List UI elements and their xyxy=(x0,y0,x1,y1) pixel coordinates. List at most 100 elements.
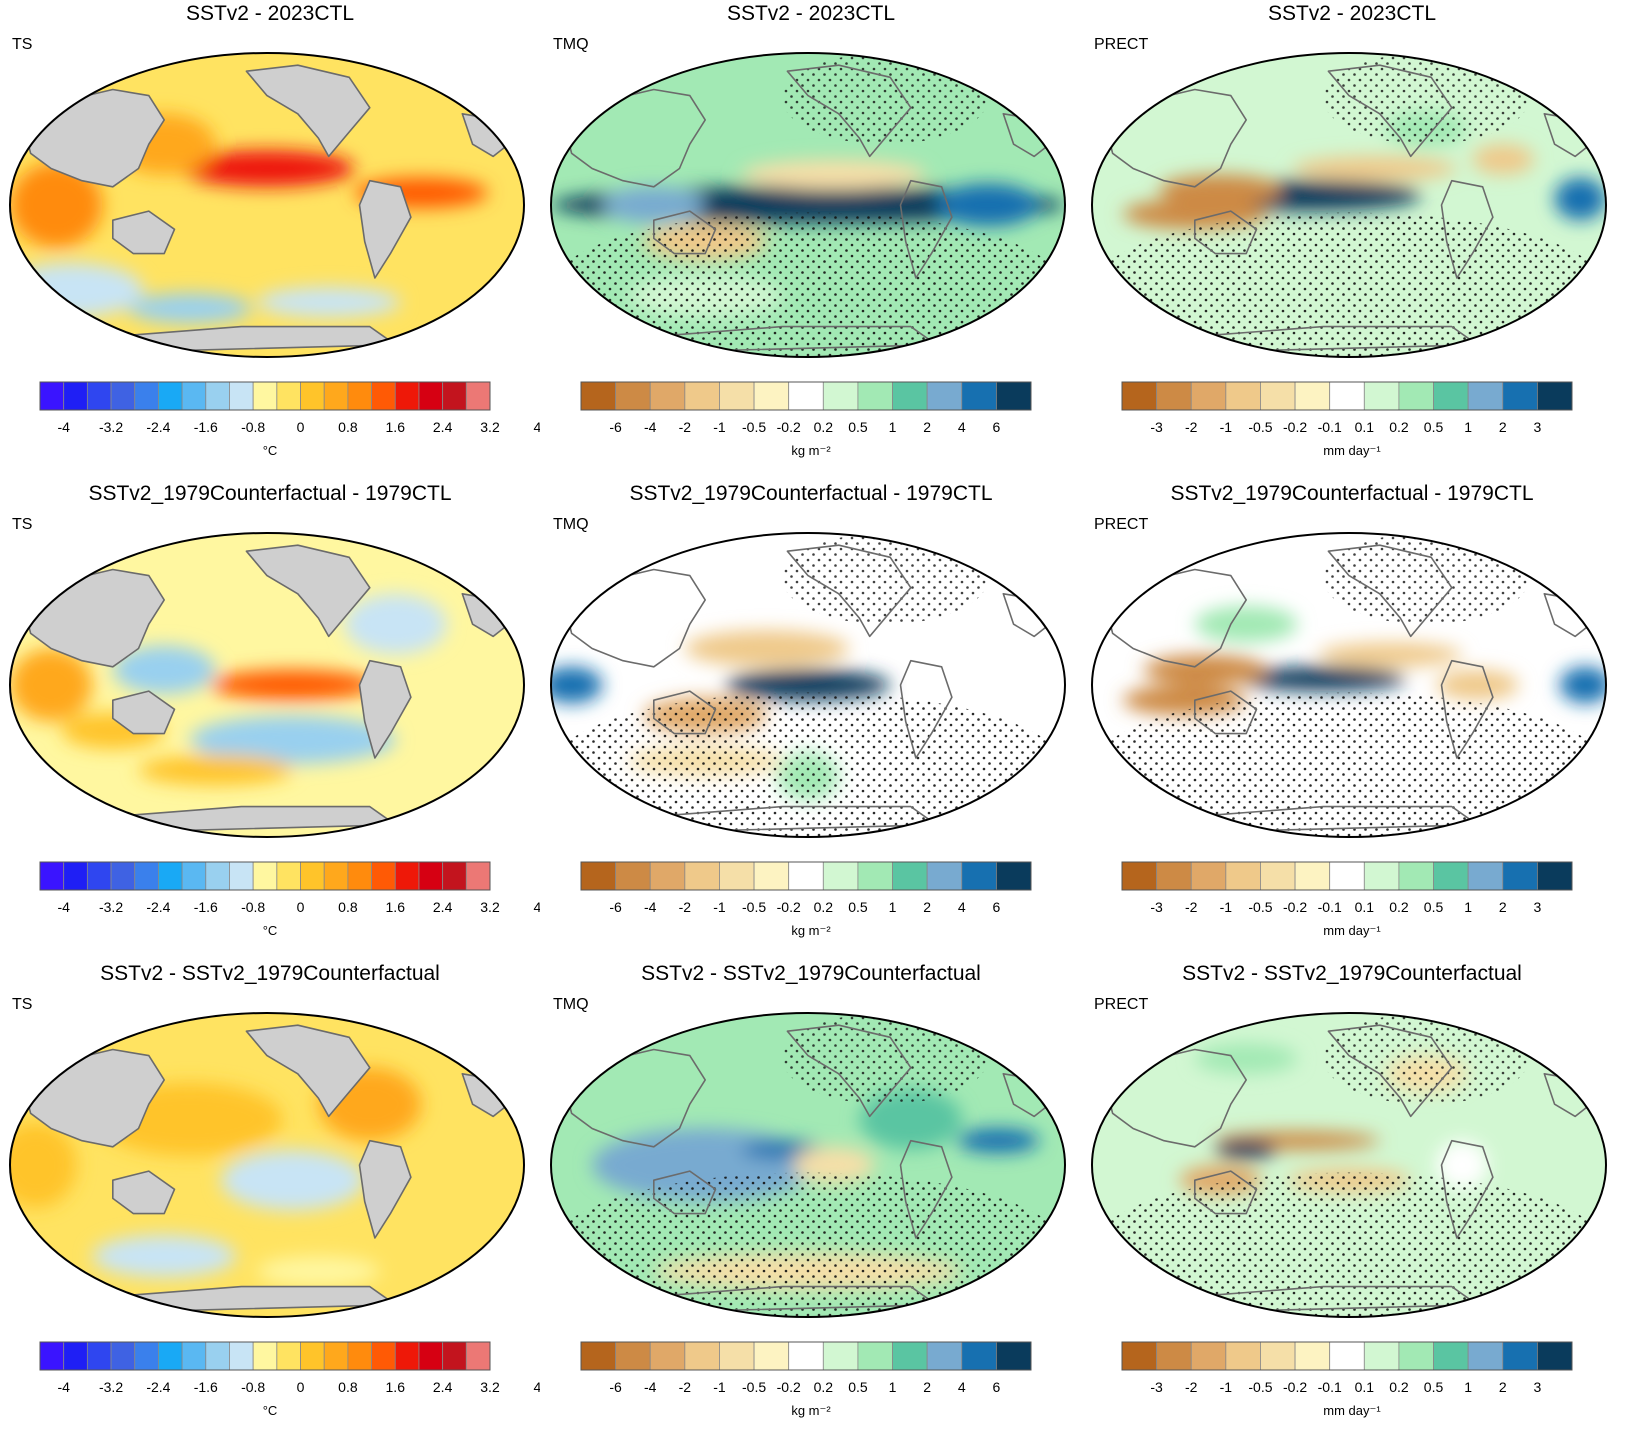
anomaly-blob xyxy=(957,1128,1040,1153)
colorbar-tick-label: -0.2 xyxy=(1283,1379,1307,1395)
map-svg: -6 -4 -2 -1 -0.5 -0.2 0.2 0.5 1 2 4 6 xyxy=(550,1012,1066,1395)
colorbar-tick-label: 1.6 xyxy=(386,419,406,435)
colorbar-swatch xyxy=(205,381,230,411)
anomaly-blob xyxy=(10,162,103,248)
colorbar-swatch xyxy=(788,1341,824,1371)
colorbar-swatch xyxy=(961,1341,997,1371)
colorbar-swatch xyxy=(63,861,88,891)
colorbar-swatch xyxy=(719,381,755,411)
colorbar-tick-label: -1 xyxy=(1220,1379,1233,1395)
colorbar-tick-label: -3.2 xyxy=(99,1379,123,1395)
colorbar-tick-label: 1 xyxy=(1464,1379,1472,1395)
colorbar-swatch xyxy=(371,381,396,411)
colorbar-tick-label: -3 xyxy=(1150,899,1163,915)
variable-label: TS xyxy=(12,516,33,533)
colorbar-swatch xyxy=(39,1341,65,1371)
colorbar-frame xyxy=(39,861,491,891)
map-svg: -6 -4 -2 -1 -0.5 -0.2 0.2 0.5 1 2 4 6 xyxy=(550,532,1066,915)
colorbar-swatch xyxy=(252,861,278,891)
colorbar-swatch xyxy=(1294,861,1331,891)
anomaly-blob xyxy=(189,715,396,765)
colorbar-tick-label: -0.5 xyxy=(742,419,766,435)
coastline xyxy=(1106,544,1592,832)
anomaly-blob xyxy=(10,262,144,318)
variable-label: TS xyxy=(12,36,33,53)
anomaly-blob xyxy=(179,150,355,187)
anomaly-blob xyxy=(1292,156,1457,181)
anomaly-blob xyxy=(1215,1140,1278,1159)
colorbar-tick-label: 0.5 xyxy=(1424,899,1444,915)
colorbar-unit-label: kg m⁻² xyxy=(791,443,831,458)
colorbar-swatch xyxy=(719,1341,755,1371)
anomaly-blob xyxy=(138,754,293,786)
colorbar-tick-label: -2 xyxy=(679,419,692,435)
stippling xyxy=(1323,1013,1529,1105)
stippling xyxy=(1323,533,1529,625)
colorbar-tick-label: -6 xyxy=(609,899,622,915)
colorbar-tick-label: 4 xyxy=(533,899,540,915)
colorbar-tick-label: -3.2 xyxy=(99,419,123,435)
panel-title: SSTv2 - 2023CTL xyxy=(185,2,355,25)
panel-title: SSTv2 - SSTv2_1979Counterfactual xyxy=(100,962,440,985)
colorbar-unit-label: °C xyxy=(262,1403,278,1418)
colorbar-tick-label: -4 xyxy=(57,1379,70,1395)
colorbar-swatch xyxy=(181,1341,207,1371)
map-panel: -4 -3.2 -2.4 -1.6 -0.8 0 0.8 1.6 2.4 3.2 4 SSTv2 - … xyxy=(0,0,540,478)
map-panel: -4 -3.2 -2.4 -1.6 -0.8 0 0.8 1.6 2.4 3.2 4 SSTv2 - … xyxy=(0,960,540,1438)
colorbar-tick-label: -0.5 xyxy=(1248,419,1272,435)
colorbar-tick-label: 1 xyxy=(889,899,897,915)
colorbar-unit-label: mm day⁻¹ xyxy=(1323,443,1381,458)
colorbar-swatch xyxy=(753,381,790,411)
colorbar-swatch xyxy=(86,861,112,891)
map-panel: -4 -3.2 -2.4 -1.6 -0.8 0 0.8 1.6 2.4 3.2 4 SSTv2_19… xyxy=(0,480,540,958)
colorbar-frame xyxy=(39,1341,491,1371)
colorbar-swatch xyxy=(1363,1341,1400,1371)
colorbar-swatch xyxy=(580,381,617,411)
colorbar-swatch xyxy=(580,861,617,891)
colorbar-swatch xyxy=(892,1341,928,1371)
colorbar-tick-label: 2 xyxy=(1499,899,1507,915)
colorbar-swatch xyxy=(857,1341,893,1371)
colorbar-tick-label: 1.6 xyxy=(386,1379,406,1395)
colorbar-tick-label: 0.1 xyxy=(1355,1379,1375,1395)
colorbar-swatch xyxy=(684,861,720,891)
colorbar-tick-label: 0.5 xyxy=(1424,419,1444,435)
colorbar-swatch xyxy=(205,861,230,891)
colorbar-swatch xyxy=(1190,381,1227,411)
colorbar-swatch xyxy=(1190,861,1227,891)
map-border xyxy=(550,1012,1066,1318)
colorbar-swatch xyxy=(1156,381,1192,411)
coastline xyxy=(565,544,1051,832)
colorbar-swatch xyxy=(822,861,859,891)
colorbar-tick-label: 1 xyxy=(1464,899,1472,915)
anomaly-blob xyxy=(210,669,375,701)
colorbar-tick-label: 0.2 xyxy=(1389,899,1409,915)
colorbar-swatch xyxy=(63,1341,88,1371)
colorbar-swatch xyxy=(252,1341,278,1371)
anomaly-blob xyxy=(128,293,252,324)
colorbar-tick-label: 2 xyxy=(923,419,931,435)
colorbar-swatch xyxy=(418,381,444,411)
coastline xyxy=(565,64,1051,352)
colorbar-tick-label: 0.2 xyxy=(814,419,834,435)
colorbar-swatch xyxy=(229,381,254,411)
map-svg: -3 -2 -1 -0.5 -0.2 -0.1 0.1 0.2 0.5 1 2 3 xyxy=(1091,532,1607,915)
colorbar-swatch xyxy=(347,861,372,891)
stippling xyxy=(782,1013,988,1105)
colorbar-swatch xyxy=(1536,381,1573,411)
variable-label: TMQ xyxy=(553,36,589,53)
colorbar-tick-label: -2 xyxy=(1185,419,1198,435)
colorbar-tick-label: 0.1 xyxy=(1355,899,1375,915)
colorbar-tick-label: 3 xyxy=(1533,899,1541,915)
colorbar-tick-label: -3 xyxy=(1150,1379,1163,1395)
colorbar-tick-label: -6 xyxy=(609,1379,622,1395)
anomaly-blob xyxy=(602,186,706,224)
stippling xyxy=(551,692,1065,837)
colorbar-tick-label: -1 xyxy=(713,419,726,435)
colorbar-swatch xyxy=(300,381,325,411)
colorbar-tick-label: 6 xyxy=(992,1379,1000,1395)
colorbar-tick-label: 4 xyxy=(533,1379,540,1395)
colorbar-unit-label: °C xyxy=(262,923,278,938)
colorbar-swatch xyxy=(465,381,491,411)
colorbar-swatch xyxy=(822,381,859,411)
